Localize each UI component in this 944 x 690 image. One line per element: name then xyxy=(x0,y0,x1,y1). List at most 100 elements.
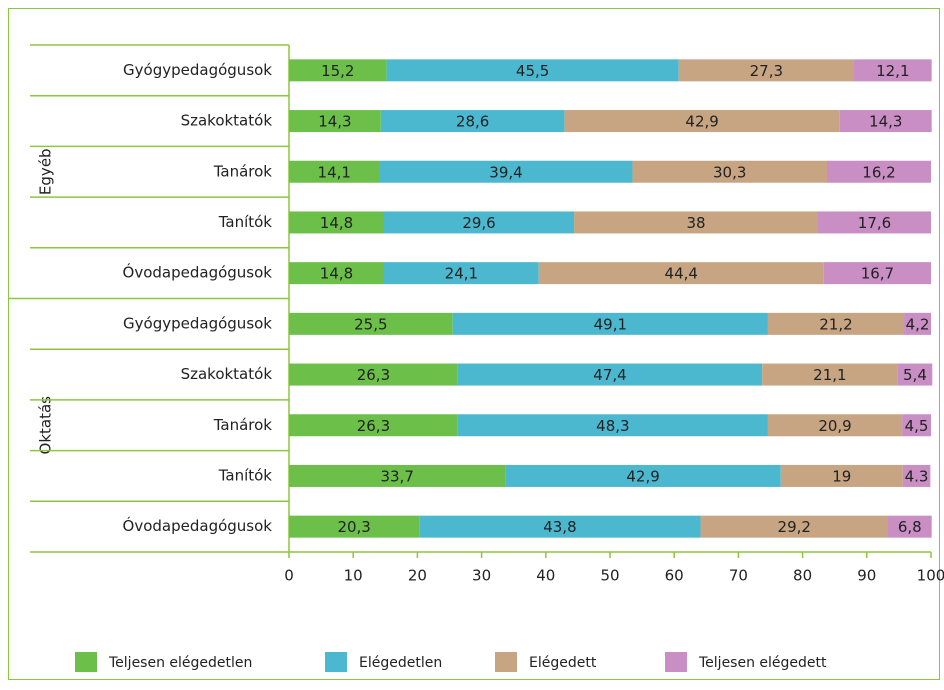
value-label: 25,5 xyxy=(354,315,387,333)
category-label: Óvodapedagógusok xyxy=(123,516,273,535)
value-label: 49,1 xyxy=(594,315,627,333)
category-label: Tanárok xyxy=(213,416,273,434)
x-tick-label: 90 xyxy=(857,567,876,585)
x-tick-label: 40 xyxy=(536,567,555,585)
value-label: 4,5 xyxy=(905,417,929,435)
legend-swatch xyxy=(75,652,97,672)
bar-segment xyxy=(902,464,931,487)
value-label: 47,4 xyxy=(593,366,626,384)
category-label: Szakoktatók xyxy=(181,365,273,383)
bar-segment xyxy=(505,464,781,487)
bar-segment xyxy=(457,414,768,437)
bar-segment xyxy=(839,110,932,133)
value-label: 14,8 xyxy=(320,265,353,283)
bar-segment xyxy=(818,211,931,234)
x-tick-label: 20 xyxy=(408,567,427,585)
x-tick-label: 50 xyxy=(600,567,619,585)
bar-segment xyxy=(897,363,933,386)
bar-segment xyxy=(853,59,932,82)
bar-segment xyxy=(887,515,932,538)
value-label: 29,2 xyxy=(778,518,811,536)
value-label: 48,3 xyxy=(596,417,629,435)
group-label: Oktatás xyxy=(37,396,55,455)
value-label: 44,4 xyxy=(665,265,698,283)
value-label: 14,1 xyxy=(318,163,351,181)
bar-segment xyxy=(419,515,701,538)
legend-swatch xyxy=(325,652,347,672)
value-label: 28,6 xyxy=(456,113,489,131)
bar-segment xyxy=(632,160,827,183)
bar-segment xyxy=(384,211,575,234)
frame xyxy=(8,8,940,680)
category-label: Tanítók xyxy=(218,466,273,484)
bar-segment xyxy=(452,312,768,335)
value-label: 21,1 xyxy=(813,366,846,384)
category-label: Tanítók xyxy=(218,213,273,231)
bar-segment xyxy=(767,312,905,335)
legend-label: Elégedetlen xyxy=(359,655,442,671)
bar-segment xyxy=(289,363,458,386)
bar-segment xyxy=(289,160,380,183)
bar-segment xyxy=(289,110,381,133)
value-label: 21,2 xyxy=(819,315,852,333)
bar-segment xyxy=(823,262,931,285)
bar-segment xyxy=(564,110,840,133)
value-label: 29,6 xyxy=(462,214,495,232)
x-tick-label: 30 xyxy=(472,567,491,585)
bar-segment xyxy=(289,262,385,285)
value-label: 4,2 xyxy=(906,315,930,333)
value-label: 42,9 xyxy=(685,113,718,131)
value-label: 26,3 xyxy=(357,366,390,384)
value-label: 19 xyxy=(832,467,851,485)
value-label: 26,3 xyxy=(357,417,390,435)
x-tick-label: 80 xyxy=(793,567,812,585)
value-label: 43,8 xyxy=(543,518,576,536)
bar-segment xyxy=(902,414,931,437)
value-label: 20,9 xyxy=(818,417,851,435)
legend-swatch xyxy=(665,652,687,672)
value-label: 17,6 xyxy=(858,214,891,232)
bar-segment xyxy=(780,464,903,487)
legend-label: Teljesen elégedett xyxy=(698,655,827,671)
legend-label: Teljesen elégedetlen xyxy=(108,655,252,671)
category-label: Gyógypedagógusok xyxy=(123,314,272,332)
bar-segment xyxy=(289,414,458,437)
value-label: 4.3 xyxy=(905,467,929,485)
value-label: 14,3 xyxy=(869,113,902,131)
category-label: Szakoktatók xyxy=(181,112,273,130)
x-tick-label: 70 xyxy=(729,567,748,585)
x-tick-label: 60 xyxy=(665,567,684,585)
value-label: 14,8 xyxy=(320,214,353,232)
value-label: 45,5 xyxy=(516,62,549,80)
value-label: 27,3 xyxy=(750,62,783,80)
value-label: 14,3 xyxy=(318,113,351,131)
bar-segment xyxy=(380,110,565,133)
bar-segment xyxy=(767,414,903,437)
value-label: 24,1 xyxy=(445,265,478,283)
bar-segment xyxy=(379,160,633,183)
x-tick-label: 10 xyxy=(344,567,363,585)
value-label: 42,9 xyxy=(626,467,659,485)
bar-segment xyxy=(457,363,763,386)
category-label: Gyógypedagógusok xyxy=(123,61,272,79)
value-label: 5,4 xyxy=(903,366,927,384)
group-label: Egyéb xyxy=(37,148,55,195)
bar-segment xyxy=(826,160,931,183)
bar-segment xyxy=(289,464,506,487)
bar-segment xyxy=(678,59,854,82)
value-label: 20,3 xyxy=(337,518,370,536)
bar-segment xyxy=(700,515,888,538)
bar-segment xyxy=(574,211,819,234)
bar-segment xyxy=(289,211,385,234)
value-label: 12,1 xyxy=(876,62,909,80)
bar-segment xyxy=(289,59,387,82)
value-label: 16,2 xyxy=(862,163,895,181)
bar-segment xyxy=(386,59,679,82)
value-label: 16,7 xyxy=(861,265,894,283)
x-tick-label: 0 xyxy=(284,567,294,585)
category-label: Tanárok xyxy=(213,162,273,180)
x-tick-label: 100 xyxy=(917,567,944,585)
value-label: 15,2 xyxy=(321,62,354,80)
value-label: 33,7 xyxy=(380,467,413,485)
bar-segment xyxy=(904,312,931,335)
